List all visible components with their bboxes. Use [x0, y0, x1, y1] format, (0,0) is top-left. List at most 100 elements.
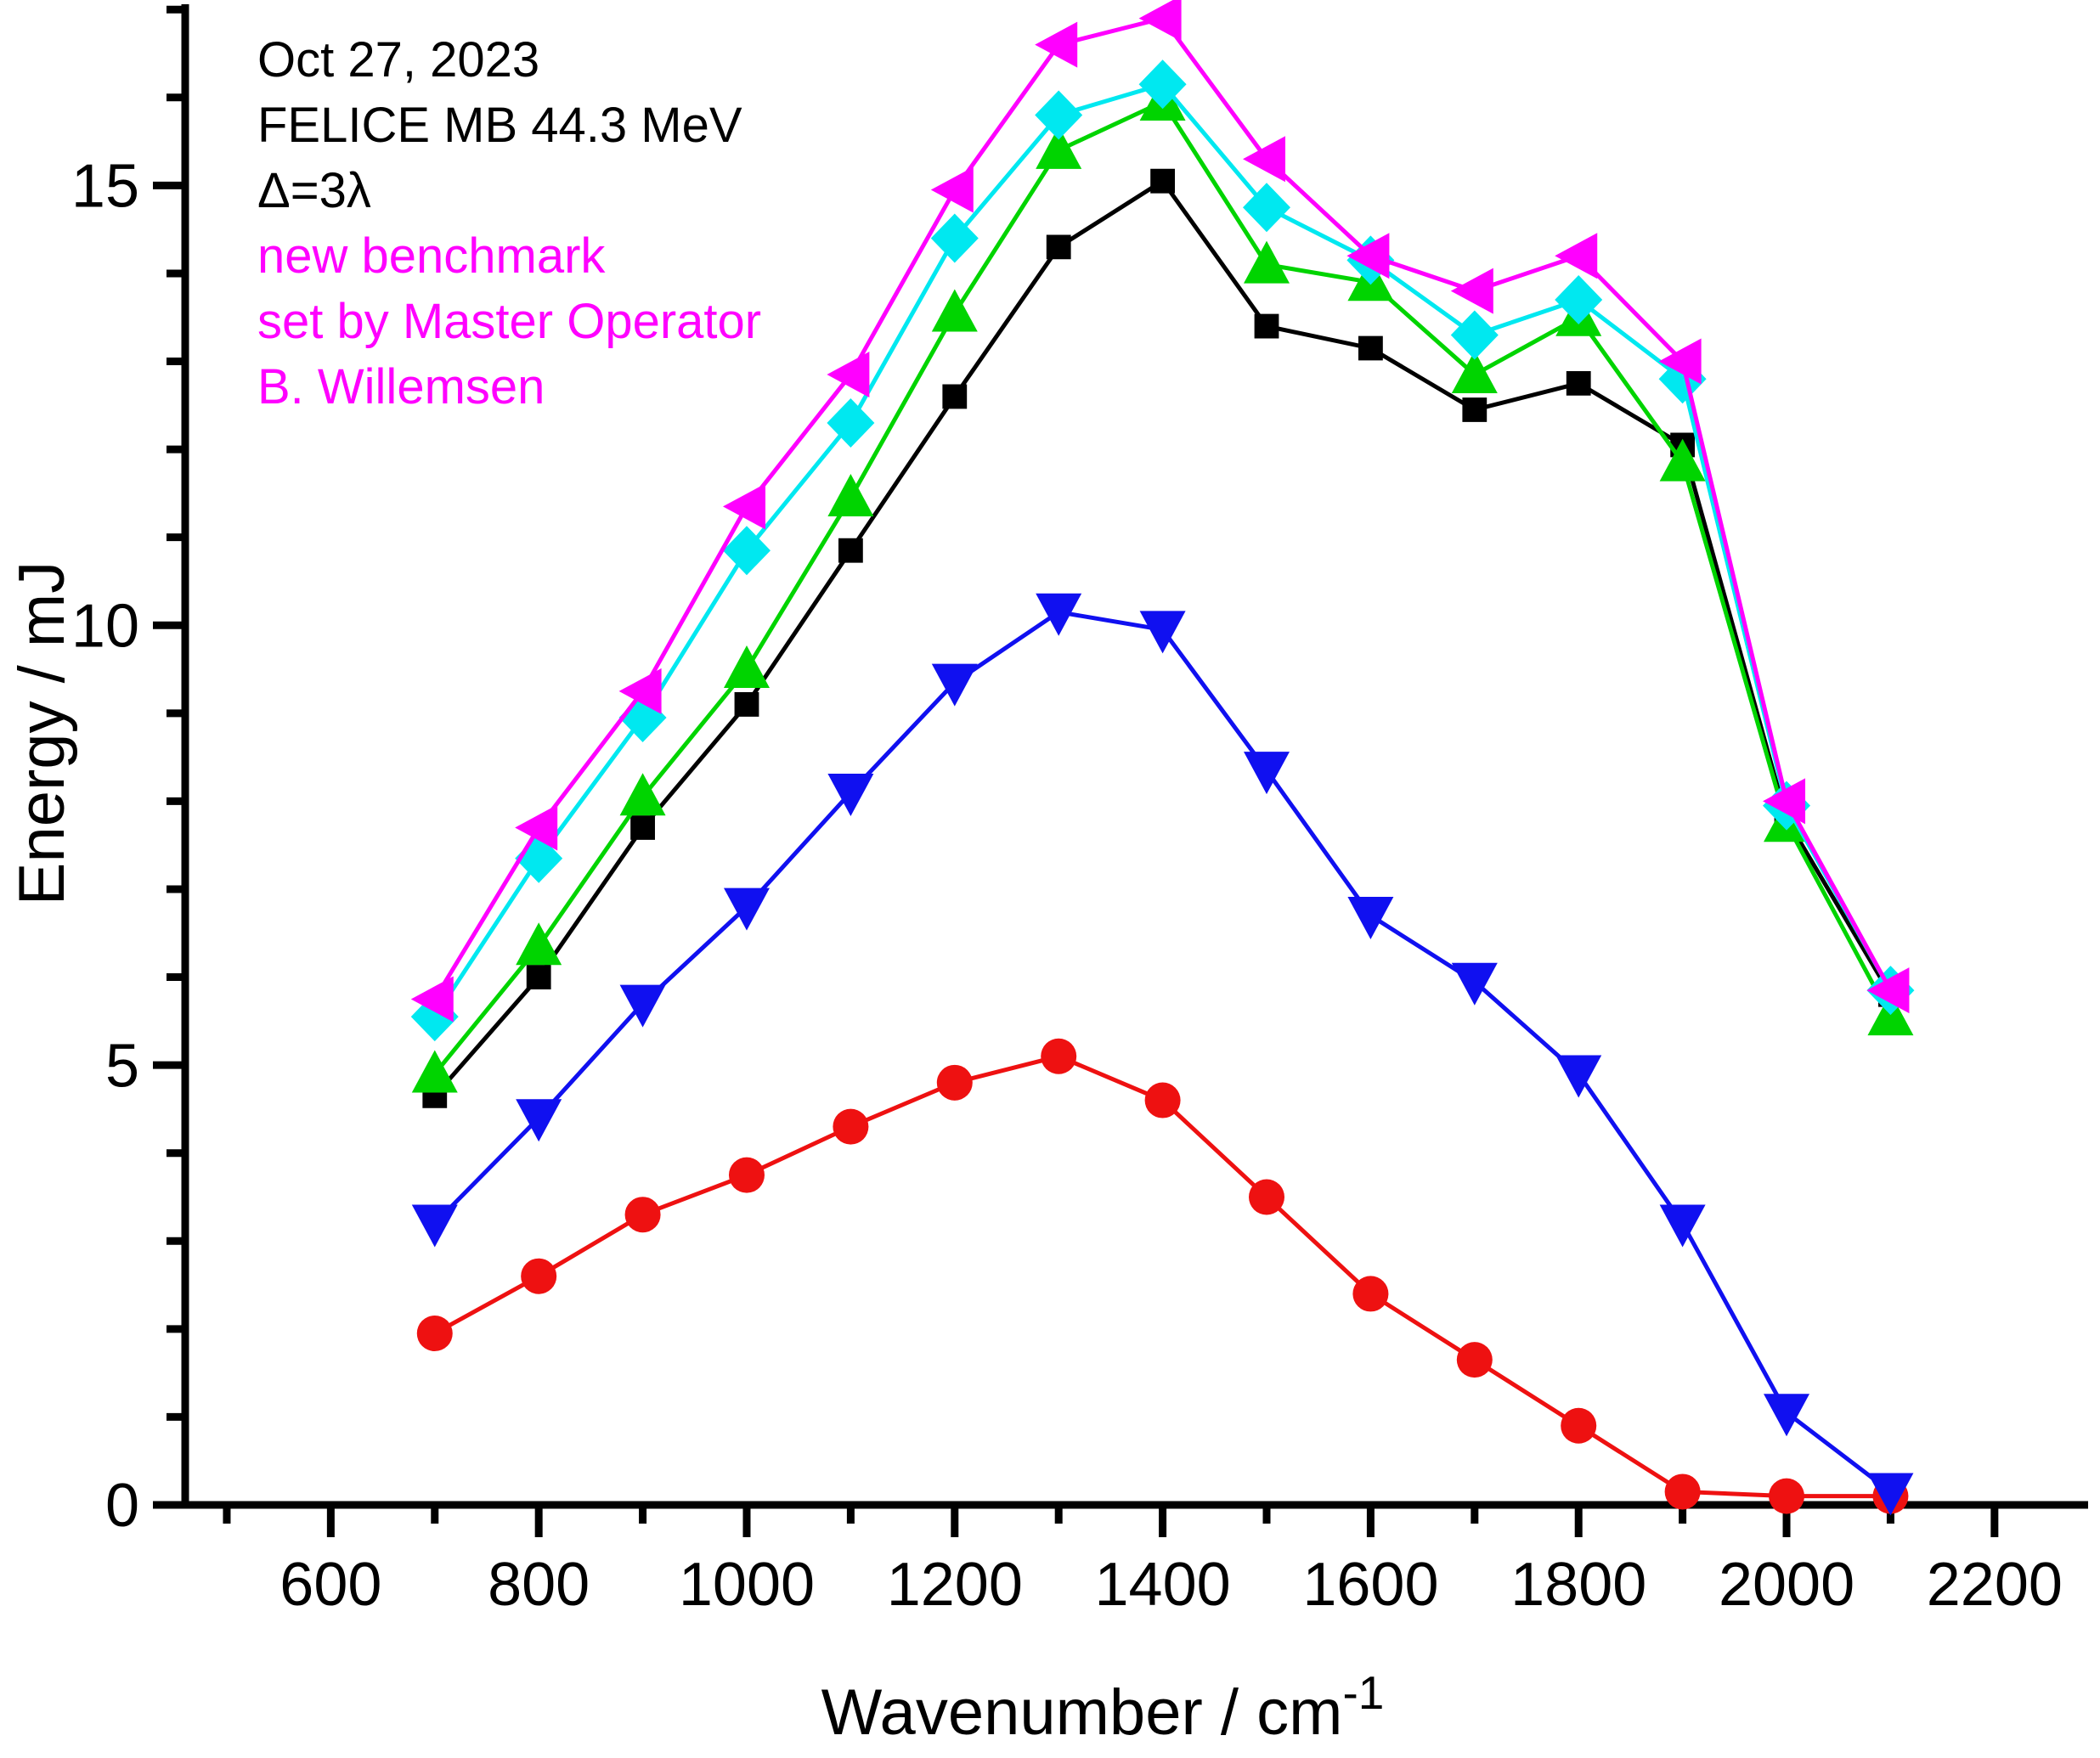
data-point-green-up-triangles: [1659, 438, 1706, 482]
data-point-green-up-triangles: [516, 922, 562, 966]
x-tick-label: 1200: [887, 1551, 1023, 1619]
data-point-red-circles: [1144, 1082, 1181, 1118]
series-cyan-diamonds: [410, 59, 1915, 1042]
x-tick-label: 2200: [1927, 1551, 2063, 1619]
x-axis-title: Wavenumber / cm-1: [821, 1666, 1385, 1749]
data-point-red-circles: [936, 1064, 973, 1101]
data-point-magenta-left-triangles: [930, 166, 974, 213]
data-point-red-circles: [521, 1258, 557, 1294]
data-point-magenta-left-triangles: [1763, 778, 1806, 825]
data-point-red-circles: [1664, 1473, 1701, 1510]
y-axis-title: Energy / mJ: [6, 561, 78, 905]
data-point-black-squares: [1046, 234, 1071, 260]
data-point-blue-down-triangles: [1764, 1394, 1810, 1437]
data-point-blue-down-triangles: [1139, 611, 1186, 654]
annotation-line: Δ=3λ: [257, 163, 371, 218]
data-point-black-squares: [838, 538, 863, 563]
data-point-red-circles: [728, 1157, 765, 1193]
x-tick-label: 1400: [1095, 1551, 1231, 1619]
data-point-magenta-left-triangles: [618, 668, 662, 714]
data-point-magenta-left-triangles: [827, 352, 870, 398]
data-point-magenta-left-triangles: [1658, 338, 1702, 385]
data-point-green-up-triangles: [1244, 240, 1290, 284]
data-point-green-up-triangles: [723, 645, 770, 689]
data-point-red-circles: [1769, 1478, 1805, 1514]
data-point-magenta-left-triangles: [410, 976, 454, 1023]
annotation-line: B. Willemsen: [257, 359, 545, 414]
data-point-blue-down-triangles: [1036, 593, 1082, 636]
data-point-magenta-left-triangles: [1035, 21, 1078, 68]
annotation-line: FELICE MB 44.3 MeV: [257, 98, 742, 153]
data-point-black-squares: [630, 815, 655, 840]
data-point-red-circles: [1352, 1276, 1389, 1312]
data-point-blue-down-triangles: [619, 984, 666, 1028]
data-point-blue-down-triangles: [1347, 897, 1394, 940]
data-point-magenta-left-triangles: [1866, 967, 1910, 1014]
data-point-magenta-left-triangles: [1346, 233, 1390, 279]
data-point-magenta-left-triangles: [1138, 0, 1182, 42]
y-tick-label: 15: [71, 153, 139, 221]
data-point-cyan-diamonds: [1243, 183, 1291, 233]
data-point-blue-down-triangles: [723, 887, 770, 931]
data-point-magenta-left-triangles: [1243, 136, 1286, 183]
data-point-black-squares: [734, 692, 759, 717]
data-point-red-circles: [1561, 1407, 1597, 1444]
data-point-green-up-triangles: [619, 773, 666, 816]
annotation-block: Oct 27, 2023 FELICE MB 44.3 MeV Δ=3λ new be…: [257, 32, 761, 414]
data-point-red-circles: [833, 1108, 869, 1145]
data-point-red-circles: [1041, 1038, 1077, 1074]
data-point-cyan-diamonds: [1035, 90, 1083, 140]
y-tick-label: 0: [105, 1472, 139, 1540]
series-red-circles: [416, 1038, 1909, 1514]
annotation-line: Oct 27, 2023: [257, 32, 539, 87]
data-point-magenta-left-triangles: [722, 483, 765, 530]
data-point-blue-down-triangles: [1867, 1473, 1914, 1516]
annotation-line: new benchmark: [257, 228, 606, 284]
data-point-red-circles: [416, 1316, 453, 1352]
data-point-black-squares: [942, 384, 968, 409]
y-tick-label: 10: [71, 592, 139, 660]
data-point-black-squares: [1150, 168, 1176, 194]
data-point-magenta-left-triangles: [515, 804, 558, 851]
data-point-blue-down-triangles: [1244, 752, 1290, 795]
data-point-black-squares: [526, 965, 551, 989]
data-point-cyan-diamonds: [722, 526, 771, 576]
data-point-black-squares: [1358, 335, 1383, 361]
data-point-green-up-triangles: [931, 289, 978, 332]
data-point-cyan-diamonds: [1555, 275, 1603, 325]
data-point-red-circles: [624, 1197, 661, 1233]
data-point-red-circles: [1456, 1342, 1493, 1378]
y-tick-label: 5: [105, 1032, 139, 1100]
series-magenta-left-triangles: [410, 0, 1910, 1023]
data-point-blue-down-triangles: [411, 1204, 458, 1248]
x-tick-label: 1600: [1302, 1551, 1438, 1619]
data-point-red-circles: [1249, 1179, 1285, 1215]
x-tick-label: 1800: [1510, 1551, 1646, 1619]
data-point-cyan-diamonds: [1138, 59, 1187, 110]
data-point-blue-down-triangles: [1451, 962, 1498, 1006]
data-point-green-up-triangles: [1451, 351, 1498, 394]
data-point-blue-down-triangles: [1555, 1055, 1602, 1098]
data-point-blue-down-triangles: [931, 663, 978, 707]
data-point-green-up-triangles: [1036, 126, 1082, 169]
data-point-black-squares: [1462, 397, 1488, 422]
x-tick-label: 800: [488, 1551, 590, 1619]
series-blue-down-triangles: [411, 593, 1914, 1516]
data-point-magenta-left-triangles: [1450, 268, 1493, 314]
data-point-black-squares: [1566, 371, 1591, 396]
data-point-black-squares: [1254, 313, 1279, 339]
x-tick-label: 600: [279, 1551, 381, 1619]
data-point-blue-down-triangles: [827, 774, 874, 817]
data-point-magenta-left-triangles: [1555, 233, 1598, 279]
annotation-line: set by Master Operator: [257, 294, 761, 349]
data-point-cyan-diamonds: [930, 213, 979, 263]
x-tick-label: 2000: [1719, 1551, 1854, 1619]
data-point-cyan-diamonds: [1450, 310, 1499, 360]
data-point-green-up-triangles: [827, 474, 874, 517]
data-point-cyan-diamonds: [827, 398, 875, 448]
y-axis: 0 5 10 15: [71, 5, 185, 1540]
data-point-blue-down-triangles: [1659, 1204, 1706, 1248]
